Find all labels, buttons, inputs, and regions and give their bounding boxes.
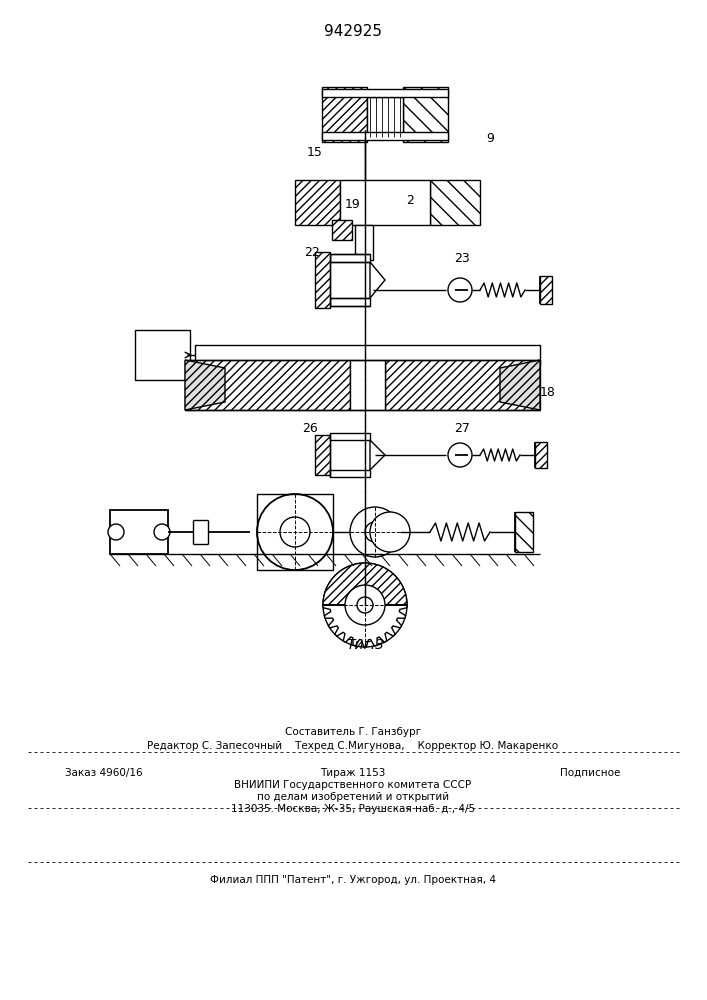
Bar (350, 360, 385, 410)
Polygon shape (295, 180, 340, 225)
Bar (257, 494, 333, 570)
Bar (315, 252, 330, 308)
Circle shape (448, 443, 472, 467)
Text: 26: 26 (302, 422, 318, 434)
Text: 942925: 942925 (324, 24, 382, 39)
Bar (330, 470, 370, 477)
Text: Заказ 4960/16: Заказ 4960/16 (65, 768, 143, 778)
Bar (322, 87, 367, 142)
Text: Τиг.3: Τиг.3 (346, 638, 384, 652)
Text: 2: 2 (406, 194, 414, 207)
Circle shape (448, 278, 472, 302)
Polygon shape (323, 563, 407, 605)
Text: по делам изобретений и открытий: по делам изобретений и открытий (257, 792, 449, 802)
Bar (332, 220, 352, 240)
Circle shape (345, 585, 385, 625)
Text: Филиал ППП "Патент", г. Ужгород, ул. Проектная, 4: Филиал ППП "Патент", г. Ужгород, ул. Про… (210, 875, 496, 885)
Text: 19: 19 (345, 198, 361, 212)
Text: 27: 27 (454, 422, 470, 434)
Bar (135, 330, 190, 380)
Polygon shape (370, 440, 385, 470)
Polygon shape (185, 360, 225, 410)
Polygon shape (185, 360, 350, 410)
Bar (330, 433, 370, 440)
Polygon shape (500, 360, 540, 410)
Text: Редактор С. Запесочный    Техред С.Мигунова,    Корректор Ю. Макаренко: Редактор С. Запесочный Техред С.Мигунова… (148, 741, 559, 751)
Polygon shape (430, 180, 480, 225)
Text: Составитель Г. Ганзбург: Составитель Г. Ганзбург (285, 727, 421, 737)
Circle shape (280, 517, 310, 547)
Bar (367, 97, 403, 137)
Text: 113035. Москва, Ж-35, Раушская наб. д., 4/5: 113035. Москва, Ж-35, Раушская наб. д., … (231, 804, 475, 814)
Text: 15: 15 (307, 145, 323, 158)
Bar (330, 298, 370, 306)
Polygon shape (370, 262, 385, 298)
Text: 22: 22 (304, 245, 320, 258)
Circle shape (357, 597, 373, 613)
Circle shape (365, 522, 385, 542)
Bar (540, 276, 552, 304)
Bar (110, 510, 168, 554)
Circle shape (154, 524, 170, 540)
Polygon shape (323, 605, 407, 647)
Bar (355, 225, 373, 260)
Text: 23: 23 (454, 251, 470, 264)
Circle shape (108, 524, 124, 540)
Circle shape (350, 507, 400, 557)
Bar (403, 87, 448, 142)
Text: Тираж 1153: Тираж 1153 (320, 768, 386, 778)
Bar (515, 512, 533, 552)
Bar (315, 435, 330, 475)
Text: ВНИИПИ Государственного комитета СССР: ВНИИПИ Государственного комитета СССР (235, 780, 472, 790)
Circle shape (323, 563, 407, 647)
Text: 18: 18 (540, 385, 556, 398)
Text: Подписное: Подписное (560, 768, 620, 778)
Bar (330, 254, 370, 262)
Circle shape (370, 512, 410, 552)
Text: 9: 9 (486, 131, 494, 144)
Bar (535, 442, 547, 468)
Bar (322, 89, 448, 97)
Polygon shape (385, 360, 540, 410)
Bar (322, 132, 448, 140)
Circle shape (257, 494, 333, 570)
Bar (340, 180, 430, 225)
Bar (195, 345, 540, 365)
